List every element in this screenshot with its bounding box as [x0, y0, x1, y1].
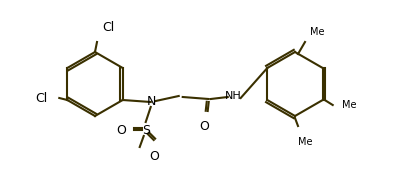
Text: Me: Me	[343, 100, 357, 110]
Text: Me: Me	[298, 137, 312, 147]
Text: Me: Me	[310, 27, 324, 37]
Text: NH: NH	[225, 91, 242, 101]
Text: S: S	[142, 123, 150, 137]
Text: Cl: Cl	[35, 92, 47, 105]
Text: Cl: Cl	[102, 20, 114, 34]
Text: O: O	[199, 120, 209, 132]
Text: O: O	[116, 123, 125, 137]
Text: N: N	[147, 94, 156, 108]
Text: O: O	[149, 149, 159, 163]
